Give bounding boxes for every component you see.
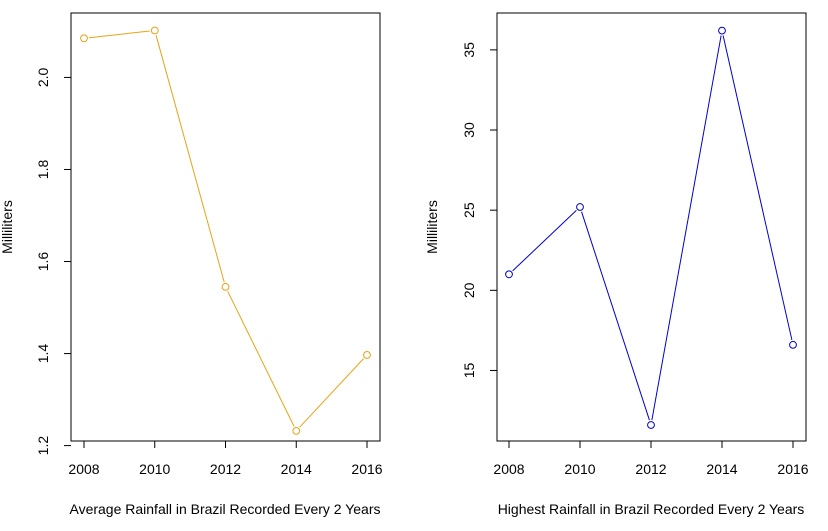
data-point bbox=[647, 421, 655, 429]
series-segment bbox=[722, 35, 793, 341]
x-tick-label: 2014 bbox=[706, 461, 737, 477]
series-segment bbox=[299, 358, 364, 428]
series-segment bbox=[155, 35, 225, 283]
x-tick-label: 2010 bbox=[139, 461, 170, 477]
y-tick-label: 1.2 bbox=[35, 436, 51, 456]
x-axis: 2008 2010 2012 2014 2016 bbox=[493, 441, 809, 477]
y-axis-title: Milliliters bbox=[0, 200, 15, 254]
y-axis: 15 20 25 30 35 bbox=[461, 42, 497, 378]
y-tick-label: 1.4 bbox=[35, 344, 51, 364]
y-axis: 1.2 1.4 1.6 1.8 2.0 bbox=[35, 67, 71, 455]
series-segment bbox=[88, 30, 150, 39]
x-tick-label: 2008 bbox=[493, 461, 524, 477]
series-layer bbox=[505, 26, 797, 429]
y-tick-label: 35 bbox=[461, 42, 477, 58]
x-axis-title: Average Rainfall in Brazil Recorded Ever… bbox=[69, 501, 380, 517]
x-tick-label: 2012 bbox=[210, 461, 241, 477]
x-axis: 2008 2010 2012 2014 2016 bbox=[68, 441, 383, 477]
data-point bbox=[150, 26, 159, 35]
y-axis-title: Milliliters bbox=[424, 200, 440, 254]
data-point bbox=[576, 203, 584, 211]
y-tick-label: 30 bbox=[461, 122, 477, 138]
data-point bbox=[505, 270, 513, 279]
x-tick-label: 2012 bbox=[635, 461, 666, 477]
highest-rainfall-panel: 15 20 25 30 35 2008 2010 2012 2014 2016 Highest … bbox=[424, 12, 809, 517]
data-point bbox=[292, 426, 301, 435]
data-point bbox=[363, 351, 371, 359]
y-tick-label: 1.6 bbox=[35, 252, 51, 272]
y-tick-label: 25 bbox=[461, 202, 477, 218]
x-tick-label: 2016 bbox=[777, 461, 808, 477]
series-layer bbox=[80, 26, 371, 435]
series-segment bbox=[512, 210, 577, 272]
data-point bbox=[718, 26, 726, 35]
data-point bbox=[80, 34, 88, 43]
data-point bbox=[789, 340, 797, 349]
y-tick-label: 15 bbox=[461, 362, 477, 378]
x-tick-label: 2008 bbox=[68, 461, 99, 477]
x-axis-title: Highest Rainfall in Brazil Recorded Ever… bbox=[498, 501, 805, 517]
y-tick-label: 1.8 bbox=[35, 160, 51, 180]
y-tick-label: 2.0 bbox=[35, 67, 51, 87]
x-tick-label: 2014 bbox=[281, 461, 312, 477]
series-segment bbox=[651, 35, 722, 421]
average-rainfall-panel: 1.2 1.4 1.6 1.8 2.0 2008 2010 2012 2014 2016 Ave… bbox=[0, 12, 383, 517]
x-tick-label: 2016 bbox=[351, 461, 382, 477]
y-tick-label: 20 bbox=[461, 282, 477, 298]
data-point bbox=[221, 282, 230, 291]
series-segment bbox=[581, 211, 650, 421]
series-segment bbox=[227, 291, 295, 427]
x-tick-label: 2010 bbox=[564, 461, 595, 477]
